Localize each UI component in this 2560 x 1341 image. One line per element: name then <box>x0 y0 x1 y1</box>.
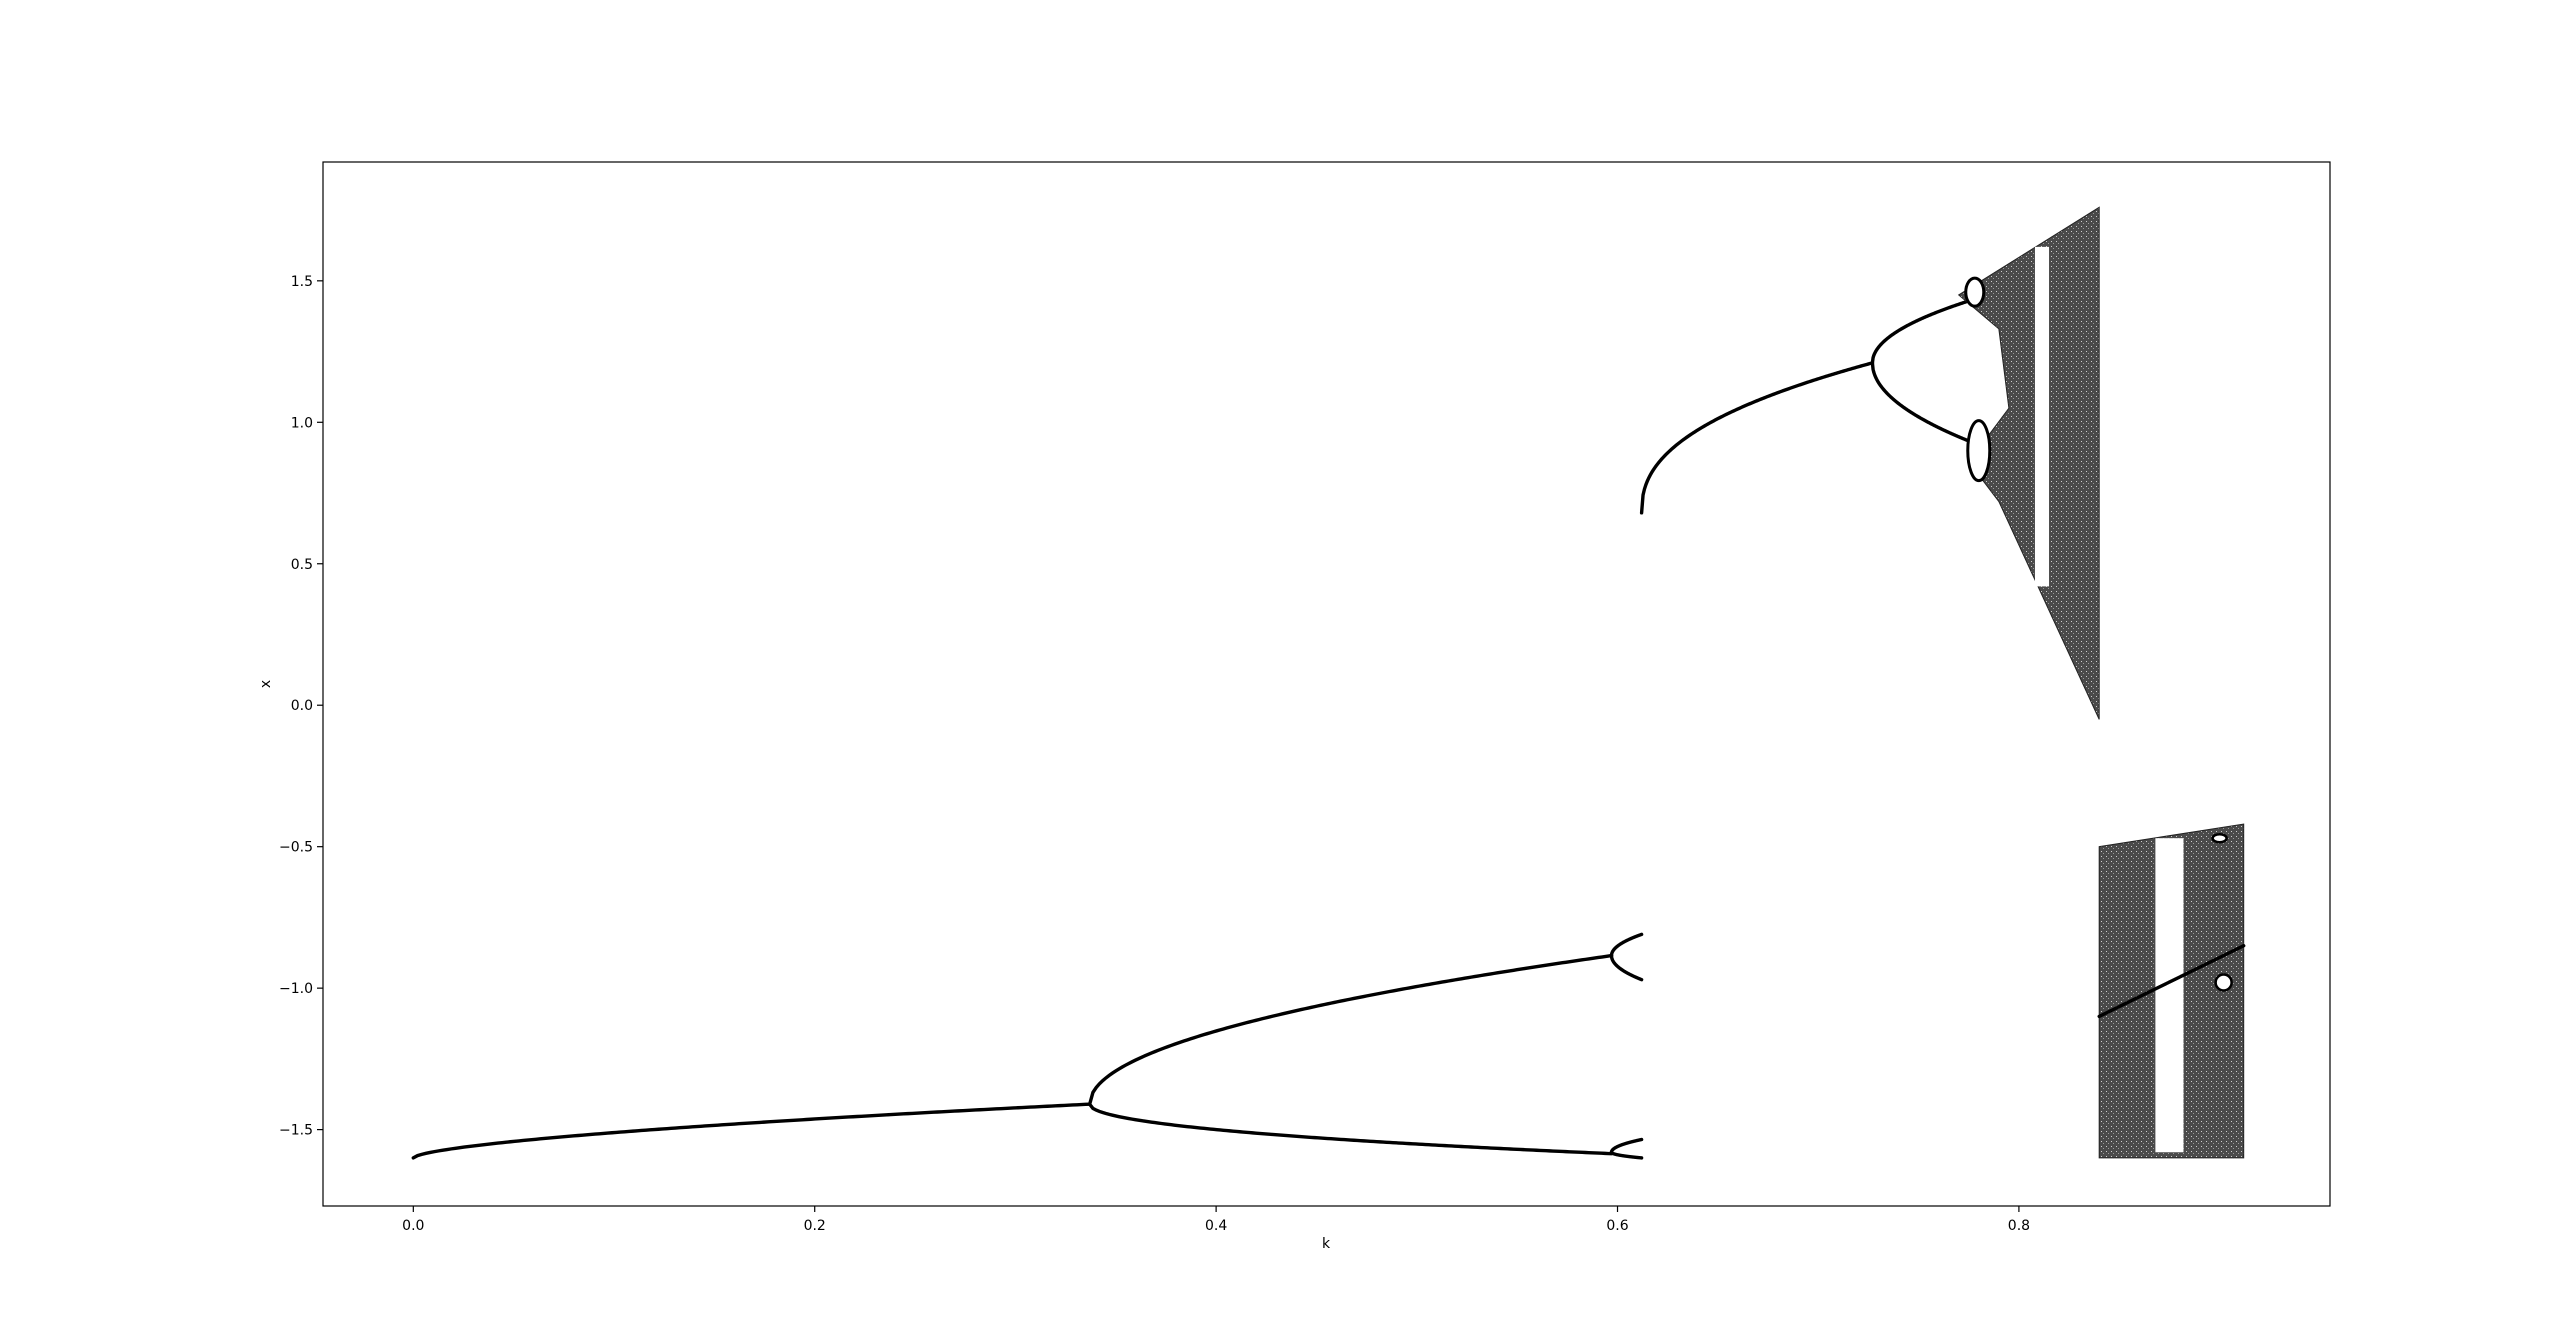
lower-p4-branch-a <box>1609 932 1644 958</box>
lower-fixed-point-branch <box>411 1102 1092 1160</box>
x-tick-label: 0.4 <box>1205 1218 1227 1234</box>
lower-chaotic-band-edge <box>2097 944 2246 1019</box>
lower-upper-branch <box>1087 953 1614 1106</box>
x-axis: 0.0 0.2 0.4 0.6 0.8 <box>402 1206 2030 1234</box>
lower-lower-branch <box>1087 1102 1614 1156</box>
y-axis-label: x <box>258 680 274 688</box>
lower-periodic-window <box>2155 838 2184 1153</box>
y-tick-label: −0.5 <box>279 840 313 856</box>
upper-window-loop-bottom <box>1966 419 1992 483</box>
plot-area <box>411 206 2246 1160</box>
x-tick-label: 0.0 <box>402 1218 424 1234</box>
x-tick-label: 0.8 <box>2008 1218 2030 1234</box>
x-tick-label: 0.2 <box>804 1218 826 1234</box>
upper-window-loop-top <box>1964 276 1986 308</box>
x-axis-label: k <box>1322 1236 1331 1252</box>
y-tick-label: −1.5 <box>279 1123 313 1139</box>
upper-chaotic-region <box>1957 206 2100 720</box>
y-tick-label: 1.5 <box>291 274 313 290</box>
y-tick-label: 0.5 <box>291 557 313 573</box>
x-tick-label: 0.6 <box>1606 1218 1628 1234</box>
y-tick-label: 0.0 <box>291 698 313 714</box>
y-axis: 1.5 1.0 0.5 0.0 −0.5 −1.0 −1.5 <box>279 274 323 1139</box>
lower-p4-branch-c <box>1609 1137 1644 1154</box>
upper-lower-branch <box>1870 361 1981 447</box>
upper-periodic-window <box>2034 246 2050 587</box>
upper-fixed-point-branch <box>1639 361 1875 515</box>
y-tick-label: 1.0 <box>291 415 313 431</box>
plot-frame <box>322 161 2331 1207</box>
upper-upper-branch <box>1870 296 1981 365</box>
lower-window-loop <box>2214 973 2233 992</box>
lower-p4-branch-b <box>1609 953 1644 982</box>
lower-window-loop-top <box>2211 832 2228 844</box>
lower-p4-branch-d <box>1609 1150 1644 1160</box>
y-tick-label: −1.0 <box>279 981 313 997</box>
